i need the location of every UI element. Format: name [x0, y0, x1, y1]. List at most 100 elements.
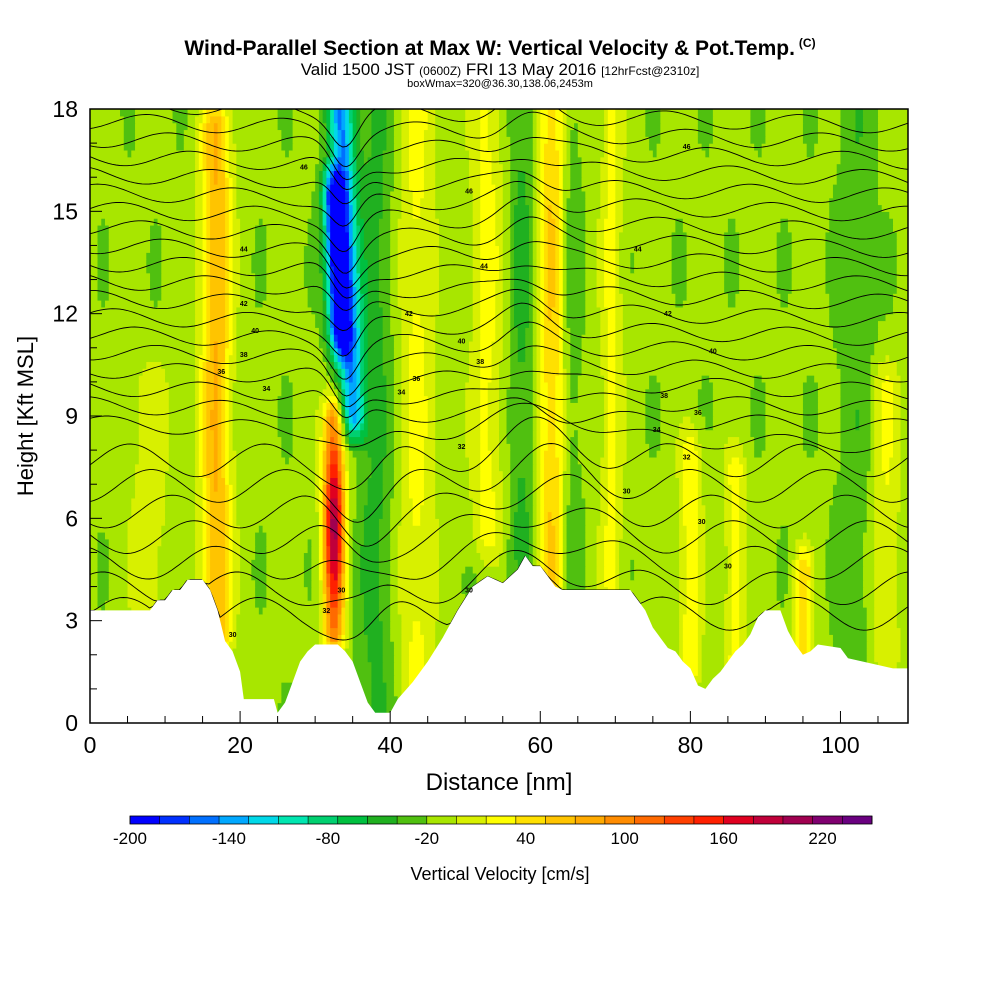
- velocity-cell: [675, 218, 684, 226]
- velocity-cell: [495, 538, 504, 547]
- velocity-cell: [108, 293, 151, 301]
- velocity-cell: [806, 143, 815, 151]
- velocity-cell: [547, 129, 556, 137]
- velocity-cell: [495, 306, 504, 315]
- velocity-cell: [615, 484, 624, 492]
- velocity-cell: [330, 443, 339, 451]
- velocity-cell: [517, 327, 526, 335]
- velocity-cell: [532, 538, 538, 547]
- velocity-cell: [607, 395, 616, 403]
- velocity-cell: [232, 224, 241, 233]
- velocity-cell: [341, 586, 346, 594]
- velocity-cell: [356, 197, 361, 206]
- velocity-cell: [581, 347, 601, 356]
- velocity-cell: [600, 518, 609, 526]
- velocity-cell: [615, 293, 624, 301]
- velocity-cell: [570, 163, 583, 171]
- velocity-cell: [438, 265, 474, 274]
- velocity-cell: [607, 190, 616, 199]
- velocity-cell: [360, 416, 365, 424]
- velocity-cell: [202, 463, 207, 472]
- velocity-cell: [307, 224, 320, 233]
- velocity-cell: [701, 634, 725, 642]
- velocity-cell: [480, 334, 496, 342]
- velocity-cell: [390, 531, 399, 540]
- velocity-cell: [559, 545, 564, 554]
- velocity-cell: [754, 450, 763, 458]
- velocity-cell: [472, 272, 481, 281]
- velocity-cell: [311, 538, 320, 547]
- velocity-cell: [345, 600, 350, 608]
- velocity-cell: [547, 422, 556, 431]
- velocity-cell: [679, 545, 688, 554]
- velocity-cell: [900, 463, 908, 472]
- velocity-cell: [438, 579, 463, 588]
- velocity-cell: [318, 184, 324, 192]
- velocity-cell: [157, 545, 196, 554]
- velocity-cell: [787, 579, 793, 588]
- velocity-cell: [195, 129, 200, 137]
- velocity-cell: [318, 484, 324, 492]
- velocity-cell: [472, 531, 481, 540]
- velocity-cell: [540, 470, 545, 478]
- velocity-cell: [337, 572, 342, 581]
- velocity-cell: [127, 586, 159, 594]
- velocity-cell: [341, 388, 346, 397]
- velocity-cell: [371, 456, 384, 465]
- velocity-cell: [559, 552, 564, 560]
- velocity-cell: [514, 279, 530, 287]
- velocity-cell: [367, 484, 384, 492]
- velocity-cell: [607, 184, 616, 192]
- velocity-cell: [506, 115, 534, 124]
- velocity-cell: [679, 559, 688, 567]
- velocity-cell: [97, 572, 110, 581]
- velocity-cell: [378, 300, 391, 308]
- velocity-cell: [390, 286, 399, 294]
- velocity-cell: [348, 136, 354, 144]
- contour-label: 42: [405, 311, 413, 318]
- velocity-cell: [739, 238, 778, 247]
- velocity-cell: [367, 156, 384, 165]
- velocity-cell: [679, 518, 684, 526]
- velocity-cell: [386, 429, 395, 438]
- velocity-cell: [776, 545, 789, 554]
- velocity-cell: [356, 422, 361, 431]
- velocity-cell: [746, 491, 834, 499]
- velocity-cell: [236, 456, 286, 465]
- velocity-cell: [210, 600, 226, 608]
- velocity-cell: [562, 279, 568, 287]
- velocity-cell: [307, 231, 320, 240]
- velocity-cell: [157, 559, 196, 567]
- velocity-cell: [225, 306, 230, 315]
- velocity-cell: [483, 538, 496, 547]
- velocity-cell: [206, 204, 211, 212]
- velocity-cell: [675, 450, 684, 458]
- velocity-cell: [570, 361, 583, 369]
- velocity-cell: [390, 538, 399, 547]
- velocity-cell: [157, 566, 196, 574]
- velocity-cell: [90, 259, 99, 267]
- velocity-cell: [330, 129, 335, 137]
- velocity-cell: [540, 484, 545, 492]
- velocity-cell: [348, 586, 354, 594]
- velocity-cell: [326, 504, 331, 513]
- velocity-cell: [577, 122, 605, 131]
- velocity-cell: [555, 402, 564, 410]
- velocity-cell: [532, 211, 538, 219]
- velocity-cell: [236, 491, 316, 499]
- velocity-cell: [559, 497, 564, 506]
- velocity-cell: [390, 238, 399, 247]
- velocity-cell: [585, 224, 598, 233]
- velocity-cell: [566, 286, 586, 294]
- velocity-cell: [585, 300, 598, 308]
- velocity-cell: [547, 279, 556, 287]
- velocity-cell: [221, 136, 226, 144]
- velocity-cell: [559, 320, 564, 328]
- velocity-cell: [90, 504, 132, 513]
- velocity-cell: [90, 211, 196, 219]
- velocity-cell: [810, 552, 815, 560]
- velocity-cell: [615, 190, 624, 199]
- velocity-cell: [322, 552, 327, 560]
- velocity-cell: [900, 422, 908, 431]
